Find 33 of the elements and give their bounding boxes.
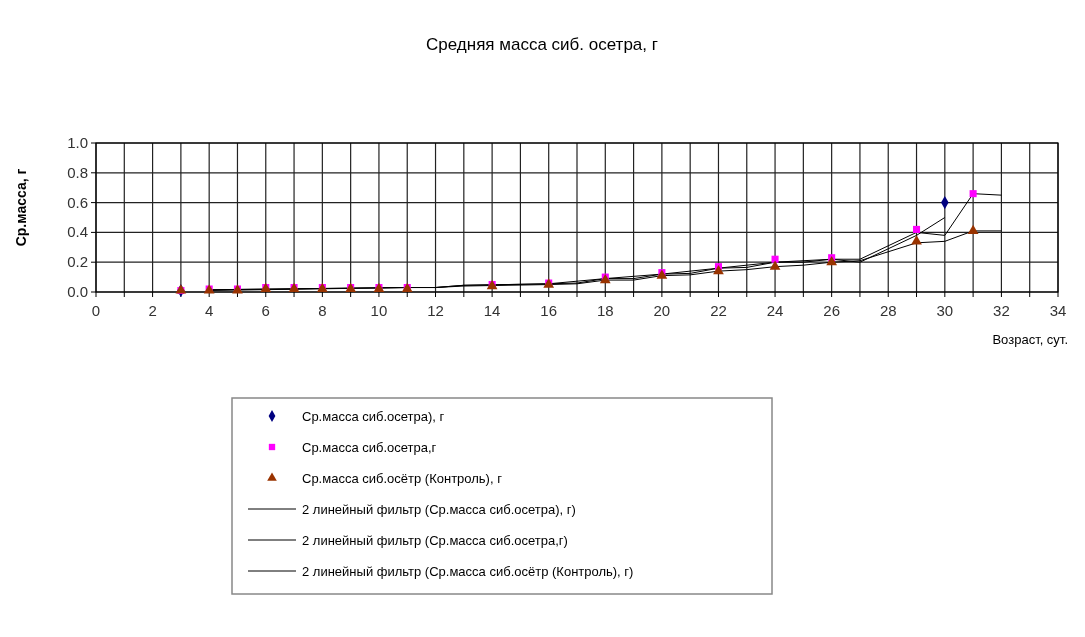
x-tick-label: 24 [766, 302, 784, 319]
legend-label: Ср.масса сиб.осетра,г [302, 440, 437, 455]
y-tick-label: 0.6 [67, 193, 88, 211]
x-tick-label: 8 [318, 302, 327, 319]
x-tick-label: 20 [653, 302, 671, 319]
y-tick-label: 0.8 [67, 163, 88, 181]
x-tick-label: 2 [148, 302, 157, 319]
legend-label: 2 линейный фильтр (Ср.масса сиб.осетра,г) [302, 533, 568, 548]
x-tick-label: 32 [993, 302, 1010, 319]
x-tick-label: 12 [427, 302, 444, 319]
x-tick-label: 26 [823, 302, 840, 319]
y-tick-label: 1.0 [67, 134, 88, 151]
x-tick-label: 28 [879, 302, 897, 319]
x-tick-label: 18 [596, 302, 614, 319]
x-tick-label: 14 [483, 302, 501, 319]
legend-label: 2 линейный фильтр (Ср.масса сиб.осетра), г) [302, 502, 576, 517]
x-tick-label: 34 [1049, 302, 1067, 319]
x-tick-label: 30 [936, 302, 954, 319]
y-tick-label: 0.4 [67, 223, 88, 241]
x-tick-label: 16 [540, 302, 558, 319]
x-tick-label: 22 [710, 302, 727, 319]
x-tick-label: 6 [261, 302, 270, 319]
y-tick-label: 0.2 [67, 253, 88, 271]
legend-label: Ср.масса сиб.осетра), г [302, 409, 445, 424]
x-tick-label: 4 [205, 302, 214, 319]
y-axis-title: Ср.масса, г [13, 168, 29, 247]
x-axis-title: Возраст, сут. [992, 332, 1068, 347]
x-tick-label: 0 [91, 302, 101, 319]
chart-title: Средняя масса сиб. осетра, г [426, 35, 658, 54]
legend-label: Ср.масса сиб.осётр (Контроль), г [302, 471, 503, 486]
x-tick-label: 10 [370, 302, 388, 319]
y-tick-label: 0.0 [67, 283, 88, 300]
legend-label: 2 линейный фильтр (Ср.масса сиб.осётр (Контроль), г) [302, 564, 634, 579]
